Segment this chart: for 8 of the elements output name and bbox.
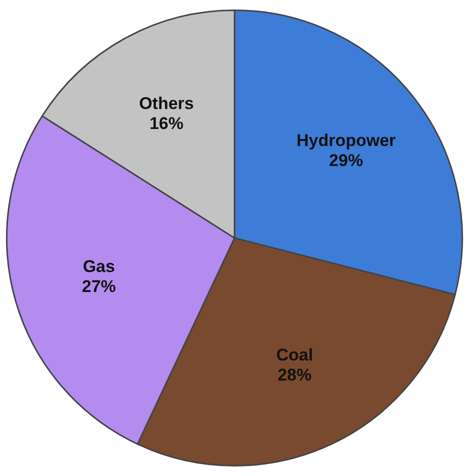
data-label: 28% xyxy=(278,365,312,384)
slice-label: Hydropower xyxy=(296,131,396,150)
data-label: 16% xyxy=(149,114,184,133)
slice-label: Coal xyxy=(276,345,314,364)
data-label: 27% xyxy=(82,277,116,296)
data-label: 29% xyxy=(329,151,364,170)
slice-label: Gas xyxy=(82,257,115,276)
slice-label: Others xyxy=(139,94,194,113)
